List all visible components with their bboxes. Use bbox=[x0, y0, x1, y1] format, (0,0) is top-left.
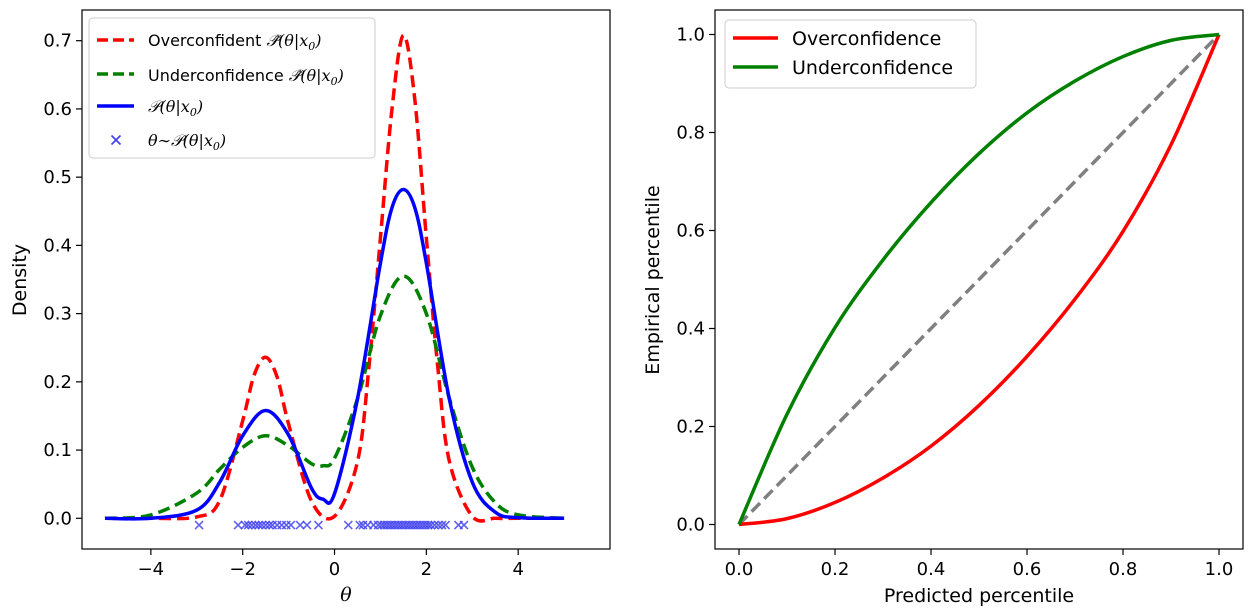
density-legend-box bbox=[88, 17, 376, 159]
density-y-tick-label: 0.5 bbox=[43, 167, 72, 188]
legend-overconfidence-label: Overconfidence bbox=[792, 28, 941, 50]
sample-marker bbox=[194, 520, 204, 530]
legend-underconfidence-label: Underconfidence 𝒫̂(θ|x0) bbox=[148, 66, 344, 88]
density-x-tick-label: 4 bbox=[512, 559, 523, 580]
calibration-y-tick-label: 0.4 bbox=[676, 319, 705, 340]
density-panel: −4 −2 0 2 4 0.0 0.1 0.2 0.3 0.4 0.5 0.6 0.7 θ Densi… bbox=[9, 9, 611, 606]
sample-marker bbox=[295, 520, 305, 530]
sample-marker bbox=[343, 520, 353, 530]
density-y-tick-label: 0.0 bbox=[43, 508, 72, 529]
density-y-tick-label: 0.4 bbox=[43, 235, 72, 256]
sample-marker bbox=[233, 520, 243, 530]
calibration-x-tick-label: 1.0 bbox=[1205, 559, 1234, 580]
legend-samples-marker bbox=[110, 134, 122, 146]
calibration-legend-box bbox=[724, 19, 977, 89]
calibration-line-underconfidence bbox=[737, 32, 1220, 526]
density-y-tick-label: 0.3 bbox=[43, 304, 72, 325]
calibration-y-axis-label: Empirical percentile bbox=[642, 185, 664, 374]
calibration-y-tick-label: 0.0 bbox=[676, 515, 705, 536]
calibration-x-tick-label: 0.0 bbox=[725, 559, 754, 580]
density-y-axis-label: Density bbox=[9, 244, 31, 316]
density-x-tick-label: −4 bbox=[138, 559, 165, 580]
sample-marker bbox=[426, 520, 436, 530]
density-y-tick-label: 0.2 bbox=[43, 372, 72, 393]
density-x-tick-label: −2 bbox=[229, 559, 256, 580]
density-x-tick-label: 2 bbox=[421, 559, 432, 580]
legend-overconfident-label: Overconfident 𝒫̂(θ|x0) bbox=[148, 31, 322, 53]
calibration-line-overconfidence bbox=[738, 33, 1221, 527]
sample-marker bbox=[247, 520, 257, 530]
sample-marker bbox=[433, 520, 443, 530]
density-line-overconfident-x bbox=[104, 33, 565, 523]
density-line-x bbox=[104, 187, 565, 521]
density-x-tick-label: 0 bbox=[329, 559, 340, 580]
legend-samples-label: θ∼𝒫(θ|x0) bbox=[148, 131, 226, 153]
sample-marker bbox=[240, 520, 250, 530]
sample-marker bbox=[257, 520, 267, 530]
density-series-layer bbox=[104, 33, 565, 523]
sample-marker bbox=[430, 520, 440, 530]
density-y-tick-label: 0.7 bbox=[43, 31, 72, 52]
sample-marker bbox=[459, 520, 469, 530]
calibration-y-ticks: 0.0 0.2 0.4 0.6 0.8 1.0 bbox=[676, 25, 715, 536]
calibration-y-tick-label: 0.6 bbox=[676, 221, 705, 242]
legend-sample-x-marker bbox=[110, 134, 122, 146]
density-x-axis-label: θ bbox=[340, 584, 352, 606]
sample-marker bbox=[302, 520, 312, 530]
density-y-tick-label: 0.6 bbox=[43, 99, 72, 120]
calibration-x-tick-label: 0.2 bbox=[821, 559, 850, 580]
density-y-ticks: 0.0 0.1 0.2 0.3 0.4 0.5 0.6 0.7 bbox=[43, 31, 82, 529]
calibration-x-ticks: 0.0 0.2 0.4 0.6 0.8 1.0 bbox=[725, 549, 1234, 580]
calibration-y-tick-label: 1.0 bbox=[676, 25, 705, 46]
sample-marker bbox=[355, 520, 365, 530]
calibration-panel: 0.0 0.2 0.4 0.6 0.8 1.0 0.0 0.2 0.4 0.6 0.8 1.0 Pr… bbox=[642, 9, 1244, 607]
calibration-legend: Overconfidence Underconfidence bbox=[724, 19, 977, 89]
calibration-x-tick-label: 0.6 bbox=[1013, 559, 1042, 580]
legend-true-posterior-label: 𝒫(θ|x0) bbox=[148, 97, 203, 119]
sample-marker bbox=[264, 520, 274, 530]
calibration-line-identity-reference bbox=[737, 33, 1221, 526]
sample-marker bbox=[437, 520, 447, 530]
density-line-underconfidence-x bbox=[104, 274, 565, 521]
calibration-y-tick-label: 0.2 bbox=[676, 417, 705, 438]
sample-marker bbox=[261, 520, 271, 530]
calibration-plot-frame bbox=[714, 9, 1244, 550]
density-plot-frame bbox=[81, 9, 611, 550]
density-sample-markers bbox=[194, 520, 469, 530]
sample-marker bbox=[286, 520, 296, 530]
calibration-x-axis-label: Predicted percentile bbox=[884, 585, 1074, 607]
sample-marker bbox=[441, 520, 451, 530]
calibration-y-tick-label: 0.8 bbox=[676, 123, 705, 144]
legend-underconfidence-curve-label: Underconfidence bbox=[792, 57, 953, 79]
sample-marker bbox=[254, 520, 264, 530]
density-y-tick-label: 0.1 bbox=[43, 440, 72, 461]
calibration-x-tick-label: 0.4 bbox=[917, 559, 946, 580]
sample-marker bbox=[313, 520, 324, 530]
density-legend: Overconfident 𝒫̂(θ|x0) Underconfidence 𝒫… bbox=[88, 17, 376, 159]
density-x-ticks: −4 −2 0 2 4 bbox=[138, 549, 524, 580]
sample-marker bbox=[243, 520, 253, 530]
calibration-x-tick-label: 0.8 bbox=[1109, 559, 1138, 580]
calibration-series-layer bbox=[737, 32, 1221, 527]
